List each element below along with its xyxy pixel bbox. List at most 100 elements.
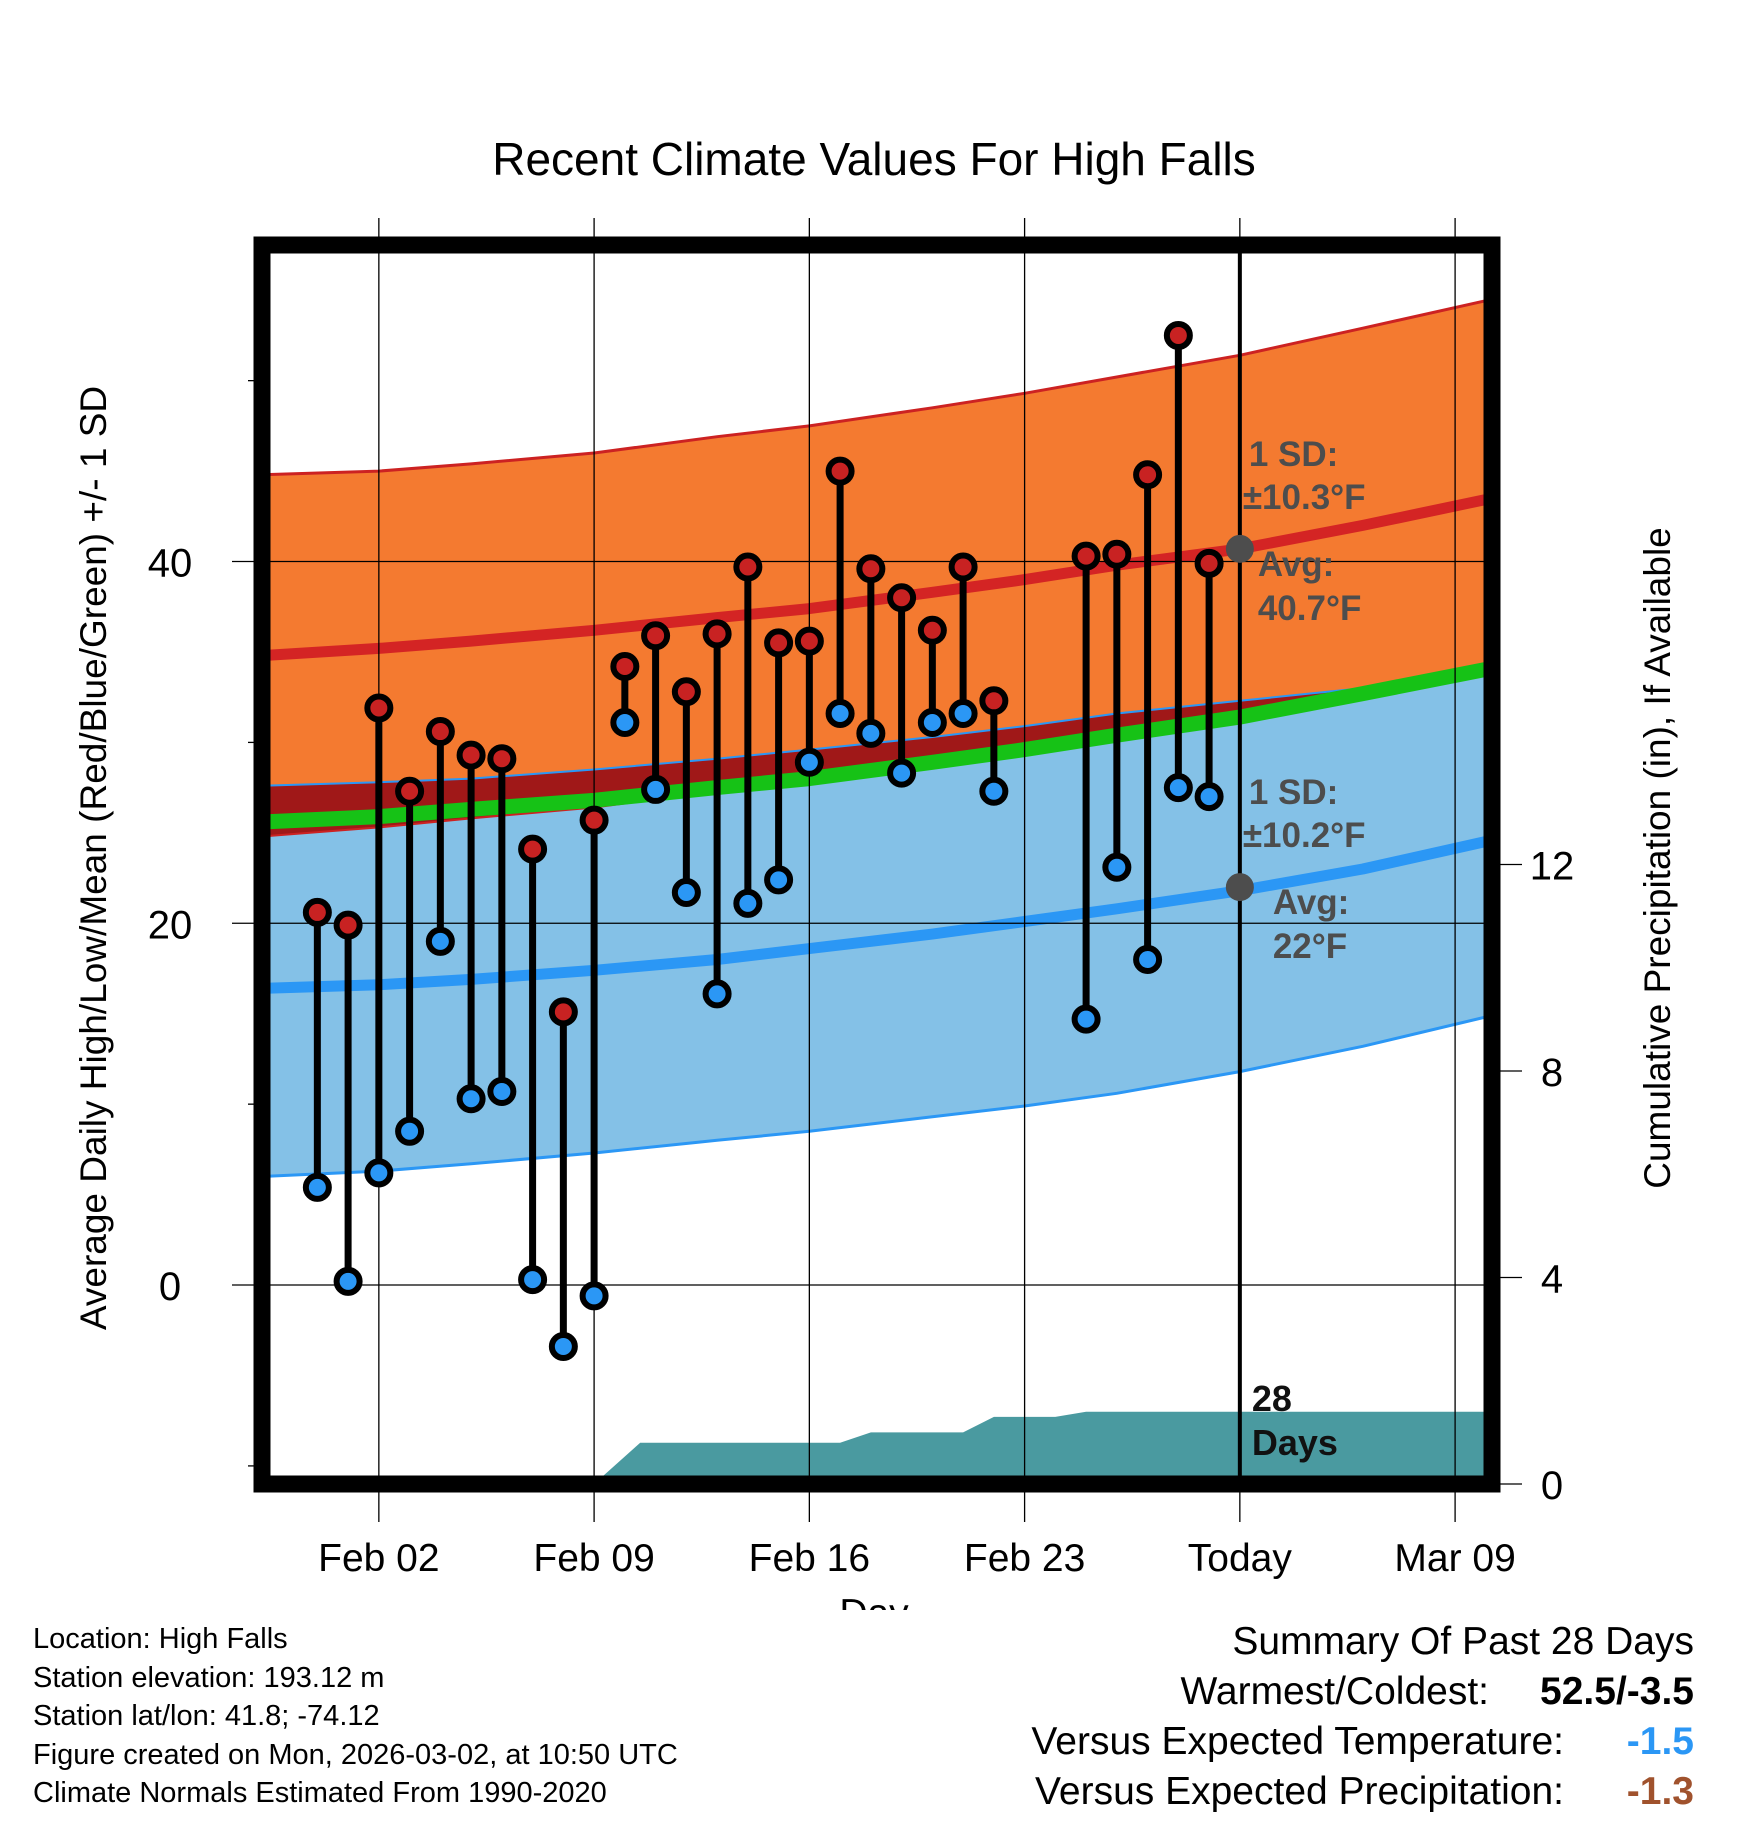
daily-high-point	[425, 717, 455, 747]
daily-high-point	[1194, 548, 1224, 578]
station-info: Location: High Falls Station elevation: …	[33, 1620, 678, 1813]
daily-low-point	[917, 708, 947, 738]
daily-high-point	[1163, 320, 1193, 350]
daily-low-point	[548, 1332, 578, 1362]
daily-low-point	[302, 1172, 332, 1202]
daily-low-point	[610, 708, 640, 738]
daily-high-point	[825, 456, 855, 486]
location-text: Location: High Falls	[33, 1623, 288, 1655]
x-tick-label: Mar 09	[1394, 1537, 1515, 1580]
daily-high-point	[764, 628, 794, 658]
daily-low-point	[794, 747, 824, 777]
warm-cold-value: 52.5/-3.5	[1540, 1670, 1694, 1713]
x-tick-label: Feb 02	[318, 1537, 439, 1580]
daily-high-point	[364, 693, 394, 723]
low-avg-label: Avg:	[1273, 883, 1349, 922]
daily-high-point	[1102, 539, 1132, 569]
daily-low-point	[1194, 782, 1224, 812]
summary-title: Summary Of Past 28 Days	[1232, 1620, 1694, 1663]
high-avg-value: 40.7°F	[1258, 589, 1362, 628]
today-low-avg-marker	[1225, 873, 1254, 902]
y2-axis-label: Cumulative Precipitation (in), If Availa…	[1637, 527, 1678, 1189]
daily-low-point	[764, 865, 794, 895]
high-avg-label: Avg:	[1258, 545, 1334, 584]
daily-low-point	[395, 1116, 425, 1146]
daily-high-point	[395, 776, 425, 806]
normals-text: Climate Normals Estimated From 1990-2020	[33, 1777, 607, 1809]
x-tick-label: Feb 23	[964, 1537, 1085, 1580]
daily-low-point	[671, 878, 701, 908]
daily-low-point	[1071, 1004, 1101, 1034]
high-sd-label: 1 SD:	[1249, 435, 1338, 474]
y2-tick-label: 0	[1541, 1464, 1563, 1508]
x-tick-label: Feb 16	[749, 1537, 870, 1580]
daily-high-point	[579, 805, 609, 835]
low-lower-edge	[261, 1014, 1493, 1178]
y2-tick-label: 12	[1530, 845, 1575, 889]
y2-tick-label: 4	[1541, 1258, 1563, 1302]
y2-tick-label: 8	[1541, 1051, 1563, 1095]
latlon-text: Station lat/lon: 41.8; -74.12	[33, 1700, 380, 1732]
days-count-number: 28	[1252, 1378, 1292, 1419]
daily-high-point	[887, 583, 917, 613]
daily-high-point	[917, 615, 947, 645]
today-high-avg-marker	[1225, 534, 1254, 563]
daily-low-point	[487, 1076, 517, 1106]
precip-departure-value: -1.3	[1626, 1770, 1694, 1813]
daily-low-point	[364, 1158, 394, 1188]
daily-high-point	[610, 651, 640, 681]
summary-panel: Summary Of Past 28 Days Warmest/Coldest:…	[794, 1620, 1694, 1820]
daily-high-point	[1133, 460, 1163, 490]
y-tick-label: 0	[159, 1265, 181, 1309]
low-avg-value: 22°F	[1273, 927, 1347, 966]
daily-low-point	[1102, 852, 1132, 882]
low-sd-label: 1 SD:	[1249, 773, 1338, 812]
x-axis-label: Day	[839, 1592, 909, 1610]
y-tick-label: 20	[148, 903, 193, 947]
temp-departure-label: Versus Expected Temperature:	[1031, 1720, 1564, 1763]
plot-frame	[253, 236, 1501, 1493]
daily-low-point	[456, 1084, 486, 1114]
warm-cold-label: Warmest/Coldest:	[1180, 1670, 1489, 1713]
high-sd-value: ±10.3°F	[1243, 478, 1366, 517]
daily-low-point	[856, 718, 886, 748]
daily-high-point	[794, 626, 824, 656]
low-sd-value: ±10.2°F	[1243, 816, 1366, 855]
daily-low-point	[1163, 773, 1193, 803]
daily-low-point	[518, 1265, 548, 1295]
created-text: Figure created on Mon, 2026-03-02, at 10…	[33, 1738, 678, 1771]
daily-high-point	[979, 686, 1009, 716]
daily-low-point	[641, 774, 671, 804]
daily-high-point	[548, 997, 578, 1027]
climate-chart: Recent Climate Values For High Falls 0 4 8…	[73, 133, 1678, 1610]
daily-low-point	[579, 1281, 609, 1311]
daily-high-point	[702, 619, 732, 649]
daily-low-point	[979, 776, 1009, 806]
daily-high-point	[1071, 541, 1101, 571]
daily-high-point	[487, 744, 517, 774]
daily-low-point	[702, 979, 732, 1009]
x-tick-label: Feb 09	[533, 1537, 654, 1580]
daily-low-point	[733, 888, 763, 918]
temp-departure-value: -1.5	[1626, 1720, 1694, 1763]
daily-low-point	[333, 1266, 363, 1296]
daily-high-point	[456, 740, 486, 770]
daily-low-point	[425, 926, 455, 956]
high-upper-edge	[261, 297, 1493, 477]
y-tick-label: 40	[148, 542, 193, 586]
daily-high-point	[856, 554, 886, 584]
precip-area	[262, 1411, 1492, 1484]
daily-high-point	[518, 834, 548, 864]
days-count-word: Days	[1252, 1422, 1338, 1463]
daily-high-point	[948, 552, 978, 582]
daily-high-point	[671, 677, 701, 707]
daily-low-point	[825, 698, 855, 728]
precip-departure-label: Versus Expected Precipitation:	[1035, 1770, 1564, 1813]
elevation-text: Station elevation: 193.12 m	[33, 1661, 385, 1694]
mean-normal-line	[261, 660, 1494, 830]
daily-high-point	[333, 910, 363, 940]
chart-title: Recent Climate Values For High Falls	[492, 133, 1256, 185]
low-normal-line	[261, 834, 1494, 994]
daily-high-point	[302, 897, 332, 927]
x-tick-label: Today	[1188, 1537, 1293, 1580]
